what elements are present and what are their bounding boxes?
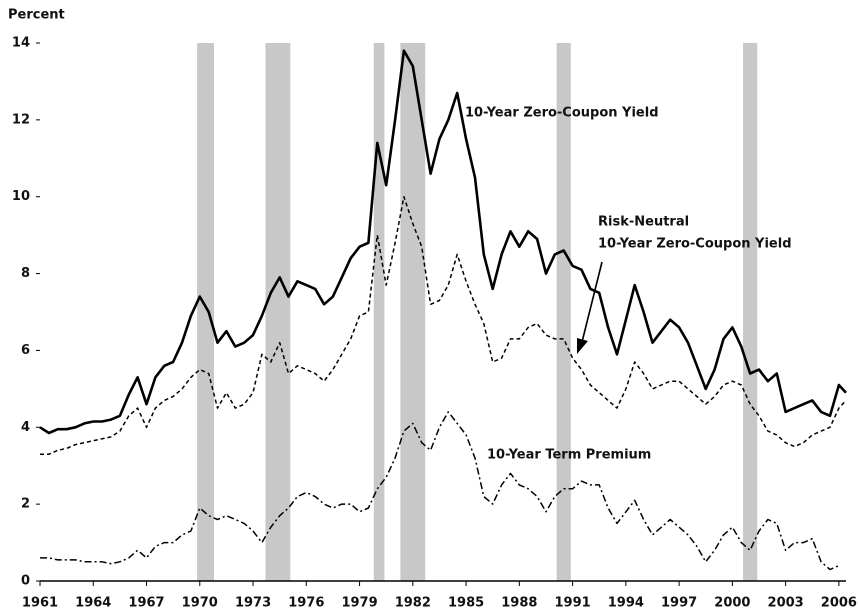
x-tick-label: 2000 bbox=[714, 596, 750, 611]
recession-band bbox=[743, 43, 758, 581]
recession-band bbox=[400, 43, 426, 581]
x-tick-label: 1994 bbox=[608, 596, 644, 611]
y-tick-label: 2 bbox=[21, 497, 30, 512]
y-tick-label: 14 bbox=[12, 36, 30, 51]
x-tick-label: 1976 bbox=[288, 596, 324, 611]
y-tick-label: 12 bbox=[12, 112, 30, 127]
x-tick-label: 2003 bbox=[768, 596, 804, 611]
x-tick-label: 1982 bbox=[395, 596, 431, 611]
x-tick-label: 1970 bbox=[182, 596, 218, 611]
x-tick-label: 1991 bbox=[555, 596, 591, 611]
recession-band bbox=[265, 43, 291, 581]
y-tick-label: 4 bbox=[21, 420, 30, 435]
y-tick-label: 10 bbox=[12, 189, 30, 204]
y-tick-label: 0 bbox=[21, 574, 30, 589]
x-tick-label: 1988 bbox=[501, 596, 537, 611]
x-tick-label: 1967 bbox=[128, 596, 164, 611]
x-tick-label: 1961 bbox=[22, 596, 58, 611]
y-axis-label: Percent bbox=[8, 8, 65, 23]
series-line bbox=[39, 49, 847, 435]
arrow-head bbox=[577, 338, 588, 354]
x-tick-label: 1964 bbox=[75, 596, 111, 611]
series-label: 10-Year Zero-Coupon Yield bbox=[598, 237, 792, 252]
x-tick-label: 1985 bbox=[448, 596, 484, 611]
x-tick-label: 1979 bbox=[341, 596, 377, 611]
recession-band bbox=[373, 43, 385, 581]
arrow-shaft bbox=[581, 261, 603, 343]
x-tick-label: 1997 bbox=[661, 596, 697, 611]
recession-band bbox=[556, 43, 571, 581]
recession-band bbox=[197, 43, 214, 581]
series-label: 10-Year Zero-Coupon Yield bbox=[465, 106, 659, 121]
series-line bbox=[40, 195, 847, 455]
series-label: 10-Year Term Premium bbox=[487, 448, 651, 463]
x-tick-label: 2006 bbox=[821, 596, 857, 611]
series-line bbox=[40, 411, 840, 571]
y-tick-label: 8 bbox=[21, 266, 30, 281]
series-label: Risk-Neutral bbox=[598, 215, 689, 230]
y-tick-label: 6 bbox=[21, 343, 30, 358]
x-tick-label: 1973 bbox=[235, 596, 271, 611]
